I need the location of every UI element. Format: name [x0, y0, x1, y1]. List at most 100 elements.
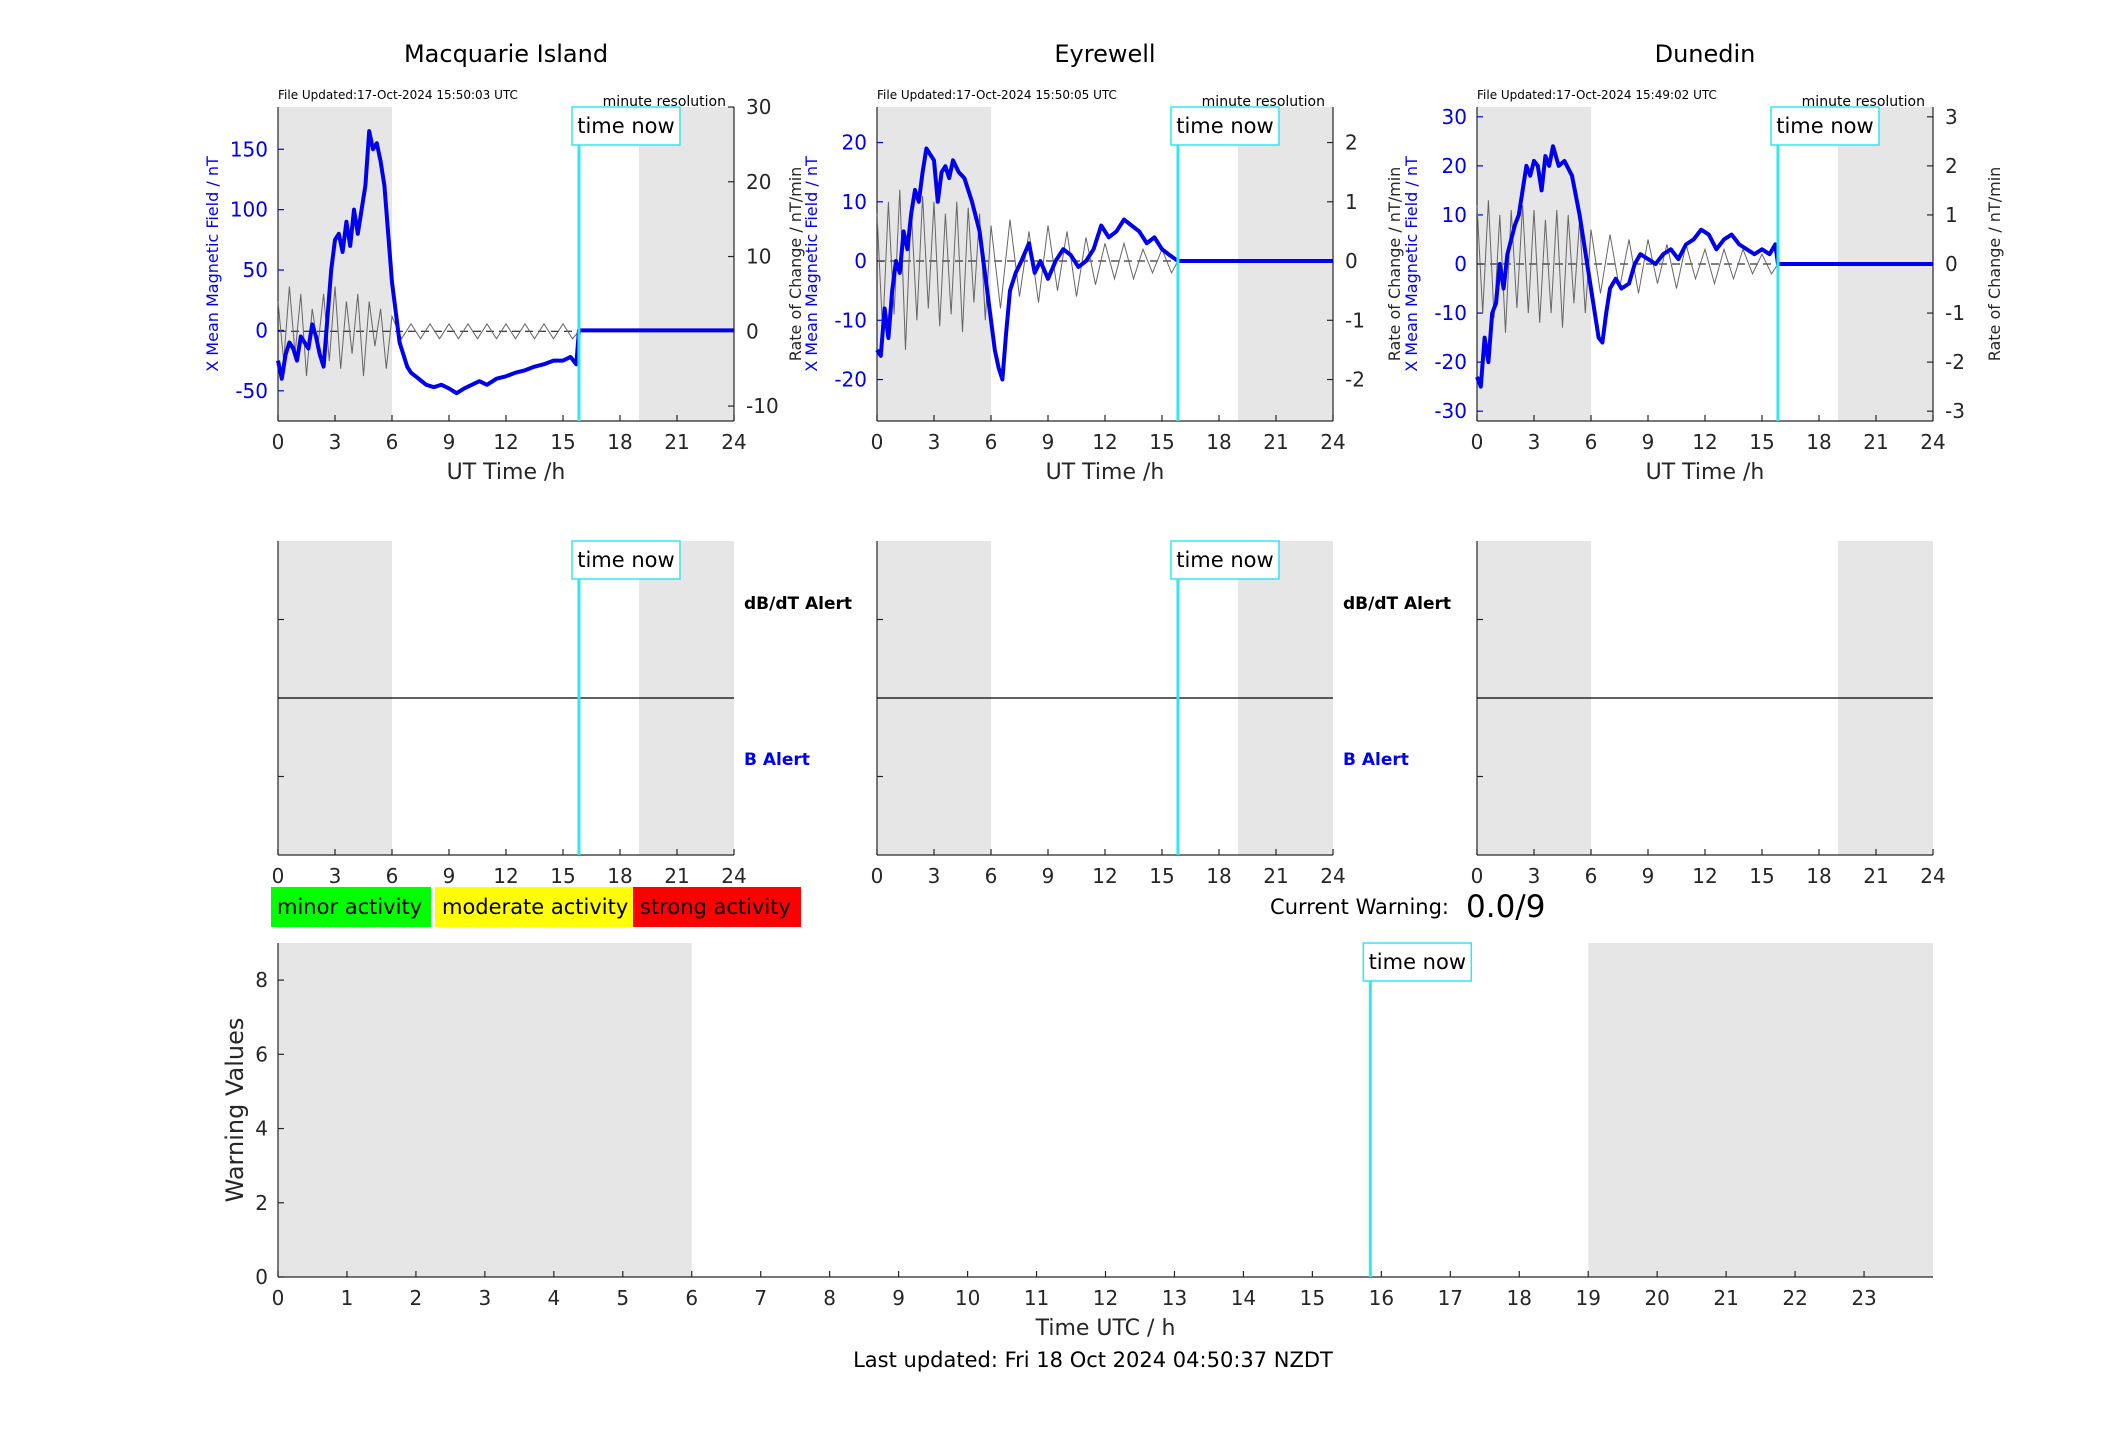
x-tick-label: 21	[1263, 864, 1288, 888]
x-tick-label: 5	[616, 1286, 629, 1310]
legend-moderate-label: moderate activity	[442, 895, 628, 919]
y-tick-label: 8	[255, 968, 268, 992]
y-tick-label: 150	[230, 137, 268, 161]
y-right-tick-label: 3	[1945, 105, 1958, 129]
x-tick-label: 8	[823, 1286, 836, 1310]
x-tick-label: 4	[547, 1286, 560, 1310]
y-right-tick-label: 1	[1945, 203, 1958, 227]
resolution-label: minute resolution	[603, 94, 726, 110]
y-tick-label: 20	[842, 131, 867, 155]
x-tick-label: 17	[1438, 1286, 1463, 1310]
y-tick-label: -10	[1434, 301, 1467, 325]
x-tick-label: 9	[1642, 864, 1655, 888]
file-updated: File Updated:17-Oct-2024 15:49:02 UTC	[1477, 88, 1717, 102]
y-right-tick-label: -10	[746, 394, 779, 418]
y-right-tick-label: -3	[1945, 399, 1965, 423]
x-tick-label: 18	[1206, 430, 1231, 454]
file-updated: File Updated:17-Oct-2024 15:50:05 UTC	[877, 88, 1117, 102]
b-alert-label: B Alert	[1343, 750, 1409, 770]
x-tick-label: 12	[1092, 864, 1117, 888]
x-tick-label: 6	[1585, 430, 1598, 454]
y-axis-label: Warning Values	[221, 1018, 249, 1203]
y-right-axis-label: Rate of Change / nT/min	[1385, 167, 1404, 362]
x-tick-label: 3	[1528, 430, 1541, 454]
x-tick-label: 21	[1863, 864, 1888, 888]
x-tick-label: 6	[386, 864, 399, 888]
time-now-label: time now	[1176, 114, 1273, 138]
time-now-label: time now	[1776, 114, 1873, 138]
y-right-tick-label: -2	[1345, 368, 1365, 392]
x-tick-label: 24	[721, 864, 746, 888]
y-tick-label: 6	[255, 1042, 268, 1066]
file-updated: File Updated:17-Oct-2024 15:50:03 UTC	[278, 88, 518, 102]
x-tick-label: 18	[607, 430, 632, 454]
macquarie-island-alert-panel: 0 3 6 9 12 15 18 21 24 dB/dT Alert B Alert time now	[272, 540, 852, 888]
last-updated: Last updated: Fri 18 Oct 2024 04:50:37 N…	[853, 1348, 1333, 1372]
x-tick-label: 14	[1231, 1286, 1256, 1310]
x-tick-label: 19	[1575, 1286, 1600, 1310]
current-warning-value: 0.0/9	[1466, 889, 1545, 925]
y-tick-label: -20	[834, 368, 867, 392]
x-axis-label: UT Time /h	[1046, 460, 1165, 485]
shaded-region	[1588, 943, 1933, 1277]
legend-strong-label: strong activity	[640, 895, 791, 919]
x-tick-label: 0	[272, 864, 285, 888]
x-tick-label: 24	[1320, 864, 1345, 888]
time-now-box	[571, 540, 681, 580]
resolution-label: minute resolution	[1202, 94, 1325, 110]
y-tick-label: 30	[1442, 105, 1467, 129]
legend-moderate-swatch	[435, 887, 633, 927]
current-warning-label: Current Warning:	[1270, 895, 1449, 919]
y-right-tick-label: -1	[1945, 301, 1965, 325]
y-tick-label: 10	[1442, 203, 1467, 227]
x-tick-label: 21	[1863, 430, 1888, 454]
x-tick-label: 24	[1320, 430, 1345, 454]
x-axis-label: Time UTC / h	[1035, 1316, 1176, 1341]
x-axis-label: UT Time /h	[1646, 460, 1765, 485]
mean-field-line	[1475, 144, 1933, 389]
x-tick-label: 3	[479, 1286, 492, 1310]
x-tick-label: 12	[493, 864, 518, 888]
x-tick-label: 15	[1749, 430, 1774, 454]
x-axis-label: UT Time /h	[447, 460, 566, 485]
x-tick-label: 0	[1471, 430, 1484, 454]
y-right-tick-label: 0	[1345, 249, 1358, 273]
x-tick-label: 0	[871, 430, 884, 454]
x-tick-label: 6	[1585, 864, 1598, 888]
x-tick-label: 15	[550, 430, 575, 454]
activity-legend: minor activity moderate activity strong …	[271, 887, 801, 927]
x-tick-label: 9	[443, 864, 456, 888]
time-now-box	[571, 106, 681, 146]
chart-title: Macquarie Island	[404, 40, 608, 68]
x-tick-label: 18	[1806, 430, 1831, 454]
warning-values-panel: 0 1 2 3 4 5 6 7 8 9 10 11 12 13 14 15 16 17 18 19 20 21 22 23Ti…	[221, 942, 1933, 1341]
y-tick-label: 50	[243, 258, 268, 282]
x-tick-label: 6	[386, 430, 399, 454]
x-tick-label: 12	[1092, 430, 1117, 454]
x-tick-label: 6	[685, 1286, 698, 1310]
x-tick-label: 18	[1206, 864, 1231, 888]
y-right-axis-label: Rate of Change / nT/min	[1985, 167, 2004, 362]
y-tick-label: 20	[1442, 154, 1467, 178]
x-tick-label: 0	[871, 864, 884, 888]
y-tick-label: -20	[1434, 350, 1467, 374]
x-tick-label: 10	[955, 1286, 980, 1310]
chart-title: Eyrewell	[1054, 40, 1155, 68]
x-tick-label: 21	[664, 430, 689, 454]
eyrewell-alert-panel: 0 3 6 9 12 15 18 21 24 dB/dT Alert B Alert time now	[871, 540, 1451, 888]
x-tick-label: 9	[443, 430, 456, 454]
x-tick-label: 23	[1851, 1286, 1876, 1310]
b-alert-label: B Alert	[744, 750, 810, 770]
x-tick-label: 13	[1162, 1286, 1187, 1310]
time-now-label: time now	[1176, 548, 1273, 572]
x-tick-label: 12	[1093, 1286, 1118, 1310]
x-tick-label: 11	[1024, 1286, 1049, 1310]
chart-title: Dunedin	[1655, 40, 1756, 68]
time-now-label: time now	[577, 114, 674, 138]
x-tick-label: 3	[329, 430, 342, 454]
x-tick-label: 15	[1149, 430, 1174, 454]
rate-of-change-line	[1476, 200, 1779, 333]
x-tick-label: 21	[1713, 1286, 1738, 1310]
